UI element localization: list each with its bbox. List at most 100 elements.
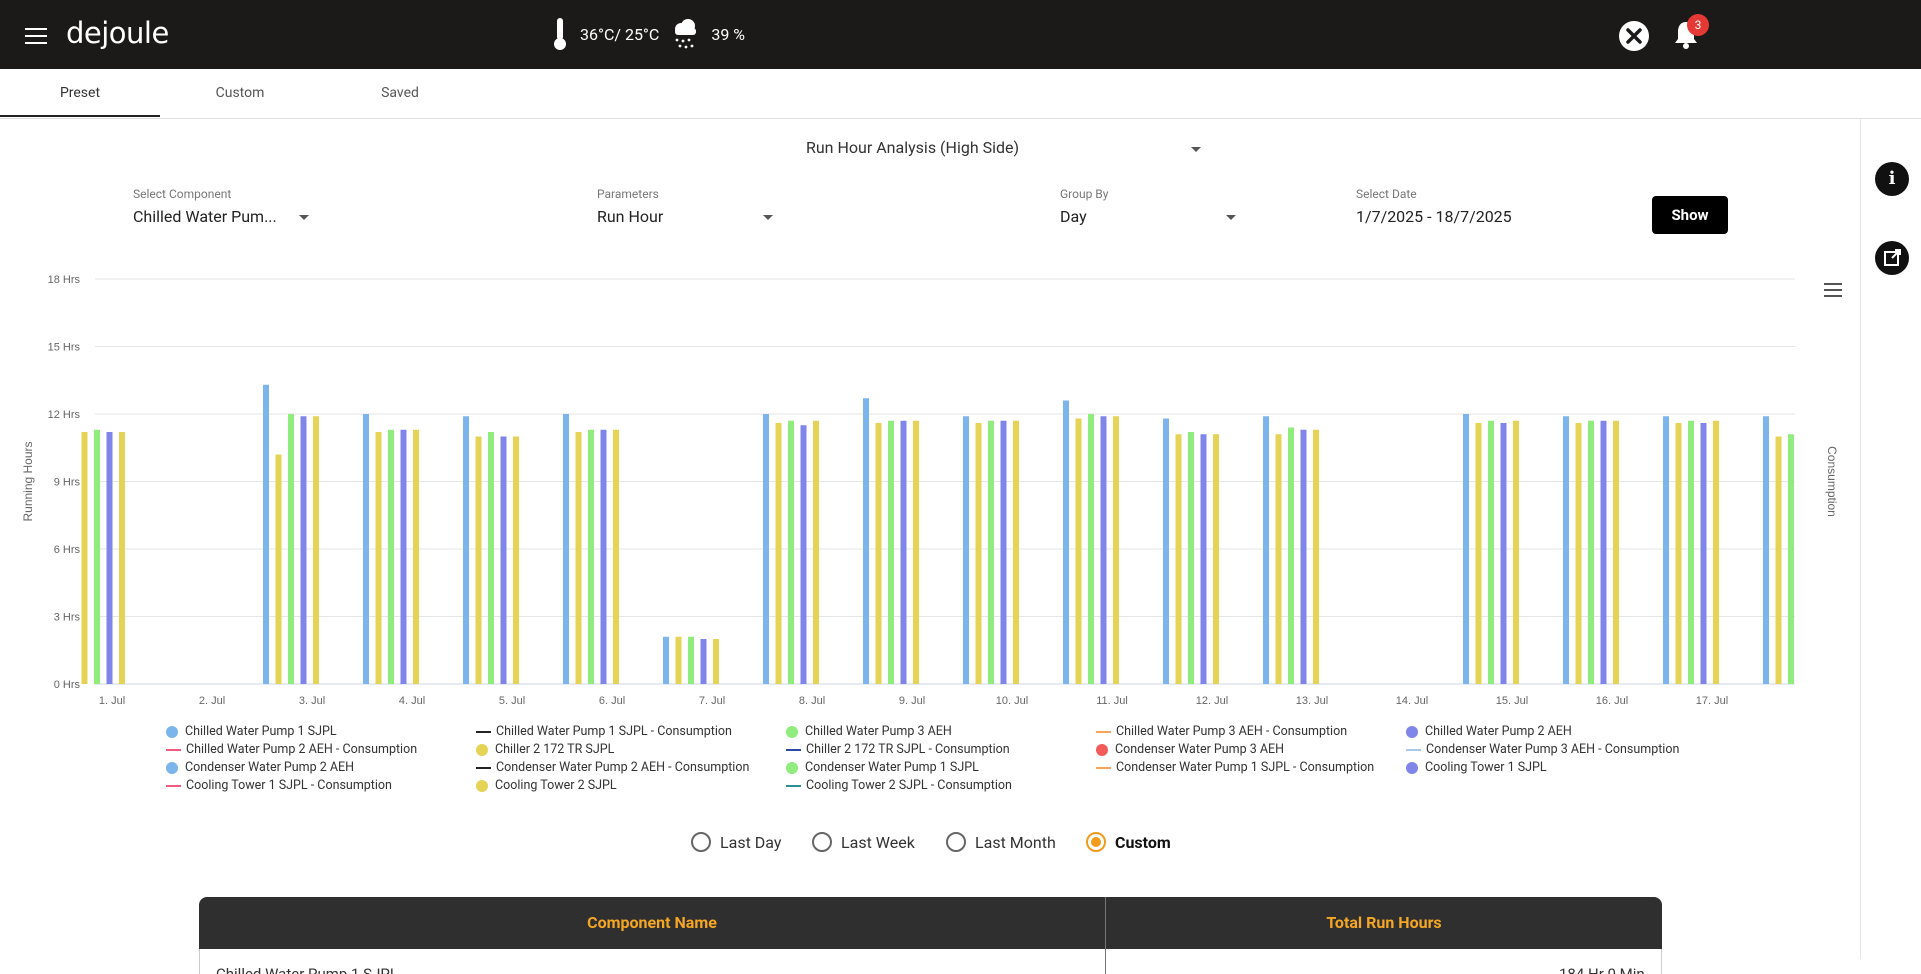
range-last-week[interactable]: Last Week (812, 832, 915, 852)
legend-item[interactable]: Chilled Water Pump 1 SJPL - Consumption (476, 724, 732, 739)
y-tick-label: 18 Hrs (48, 274, 81, 286)
chart-bar (1088, 414, 1094, 684)
chart-bar (675, 636, 682, 684)
range-last-month[interactable]: Last Month (946, 832, 1056, 852)
range-custom[interactable]: Custom (1086, 832, 1171, 852)
x-tick-label: 4. Jul (399, 695, 425, 707)
chart-bar (1513, 420, 1519, 684)
chart-bar (1175, 434, 1182, 684)
groupby-value: Day (1060, 207, 1087, 226)
tab-preset[interactable]: Preset (59, 85, 101, 101)
analysis-type-value: Run Hour Analysis (High Side) (806, 138, 1020, 157)
chart-bar (119, 432, 125, 684)
legend-item[interactable]: Chilled Water Pump 2 AEH (1406, 724, 1572, 739)
chart-bar (513, 436, 519, 684)
legend-item[interactable]: Chiller 2 172 TR SJPL (476, 742, 614, 757)
component-select[interactable]: Select Component Chilled Water Pum... (133, 187, 318, 226)
parameters-select[interactable]: Parameters Run Hour (597, 187, 777, 226)
legend-marker-dot (166, 761, 178, 774)
x-tick-label: 13. Jul (1296, 695, 1328, 707)
date-range-picker[interactable]: Select Date 1/7/2025 - 18/7/2025 (1356, 187, 1556, 226)
x-tick-label: 9. Jul (899, 695, 925, 707)
legend-item[interactable]: Condenser Water Pump 1 SJPL - Consumptio… (1096, 760, 1374, 775)
chart-bar (81, 432, 88, 684)
chart-bar (1788, 434, 1794, 684)
chart-bar (1075, 418, 1082, 684)
legend-marker-line (166, 748, 181, 751)
radio-circle (691, 832, 711, 852)
x-tick-label: 17. Jul (1696, 695, 1728, 707)
chart-bar (1313, 429, 1319, 684)
legend-item[interactable]: Condenser Water Pump 2 AEH (166, 760, 354, 775)
analysis-type-select[interactable]: Run Hour Analysis (High Side) (806, 138, 1201, 164)
chart-bar (313, 416, 319, 684)
legend-item[interactable]: Cooling Tower 2 SJPL (476, 778, 617, 793)
table-header: Component Name Total Run Hours (199, 897, 1662, 949)
legend-item[interactable]: Cooling Tower 1 SJPL (1406, 760, 1547, 775)
chart-bar (1063, 400, 1069, 684)
legend-marker-line (786, 748, 801, 751)
chart-bar (1113, 416, 1119, 684)
info-icon[interactable]: i (1875, 162, 1909, 196)
humidity-text: 39 % (711, 24, 745, 44)
column-header: Total Run Hours (1326, 913, 1442, 932)
legend-item[interactable]: Condenser Water Pump 3 AEH - Consumption (1406, 742, 1679, 757)
thermometer-icon (554, 18, 566, 50)
chart-bar (400, 429, 407, 684)
chart-bar (1575, 423, 1582, 684)
menu-icon[interactable] (25, 28, 47, 44)
range-label: Last Week (841, 832, 915, 852)
legend-item[interactable]: Condenser Water Pump 2 AEH - Consumption (476, 760, 749, 775)
legend-marker-dot (1096, 743, 1108, 756)
x-tick-label: 2. Jul (199, 695, 225, 707)
chart-bar (888, 420, 894, 684)
open-external-icon[interactable] (1875, 241, 1909, 275)
chart-bar (1188, 432, 1194, 684)
chart-bar (813, 420, 819, 684)
groupby-select[interactable]: Group By Day (1060, 187, 1240, 226)
tab-custom[interactable]: Custom (215, 85, 265, 101)
legend-item[interactable]: Cooling Tower 2 SJPL - Consumption (786, 778, 1012, 793)
x-tick-label: 1. Jul (99, 695, 125, 707)
chart-bar (375, 432, 382, 684)
legend-item[interactable]: Chilled Water Pump 3 AEH (786, 724, 952, 739)
chart-bar (613, 429, 619, 684)
legend-label: Chilled Water Pump 2 AEH (1425, 724, 1572, 739)
groupby-label: Group By (1060, 187, 1109, 201)
y-axis-title: Running Hours (21, 441, 35, 521)
legend-label: Chilled Water Pump 1 SJPL (185, 724, 337, 739)
x-tick-label: 3. Jul (299, 695, 325, 707)
y-tick-label: 15 Hrs (48, 342, 81, 354)
chart-bar (600, 429, 607, 684)
chart-bar (1000, 420, 1007, 684)
legend-item[interactable]: Chilled Water Pump 3 AEH - Consumption (1096, 724, 1347, 739)
x-tick-label: 6. Jul (599, 695, 625, 707)
tab-saved[interactable]: Saved (381, 85, 419, 101)
legend-label: Cooling Tower 1 SJPL - Consumption (186, 778, 392, 793)
legend-marker-line (1096, 766, 1111, 769)
legend-marker-dot (786, 725, 798, 738)
chart-bar (1688, 420, 1694, 684)
chart-menu-icon[interactable] (1824, 283, 1842, 297)
legend-item[interactable]: Chiller 2 172 TR SJPL - Consumption (786, 742, 1010, 757)
show-button[interactable]: Show (1652, 196, 1728, 234)
legend-item[interactable]: Chilled Water Pump 1 SJPL (166, 724, 337, 739)
legend-item[interactable]: Cooling Tower 1 SJPL - Consumption (166, 778, 392, 793)
legend-item[interactable]: Chilled Water Pump 2 AEH - Consumption (166, 742, 417, 757)
y-tick-label: 6 Hrs (54, 544, 81, 556)
chart-bar (488, 432, 494, 684)
column-divider (1105, 897, 1106, 974)
chart-bar (1463, 414, 1469, 684)
date-label: Select Date (1356, 187, 1417, 201)
legend-item[interactable]: Condenser Water Pump 1 SJPL (786, 760, 979, 775)
legend-label: Chiller 2 172 TR SJPL - Consumption (806, 742, 1010, 757)
range-last-day[interactable]: Last Day (691, 832, 781, 852)
legend-marker-dot (1406, 725, 1418, 738)
chart-bar (1488, 420, 1494, 684)
app-logo: dejoule (66, 16, 169, 50)
chart-bar (388, 429, 394, 684)
legend-label: Chilled Water Pump 3 AEH (805, 724, 952, 739)
legend-item[interactable]: Condenser Water Pump 3 AEH (1096, 742, 1284, 757)
tools-icon[interactable] (1619, 21, 1649, 51)
y2-axis-title: Consumption (1825, 446, 1839, 517)
